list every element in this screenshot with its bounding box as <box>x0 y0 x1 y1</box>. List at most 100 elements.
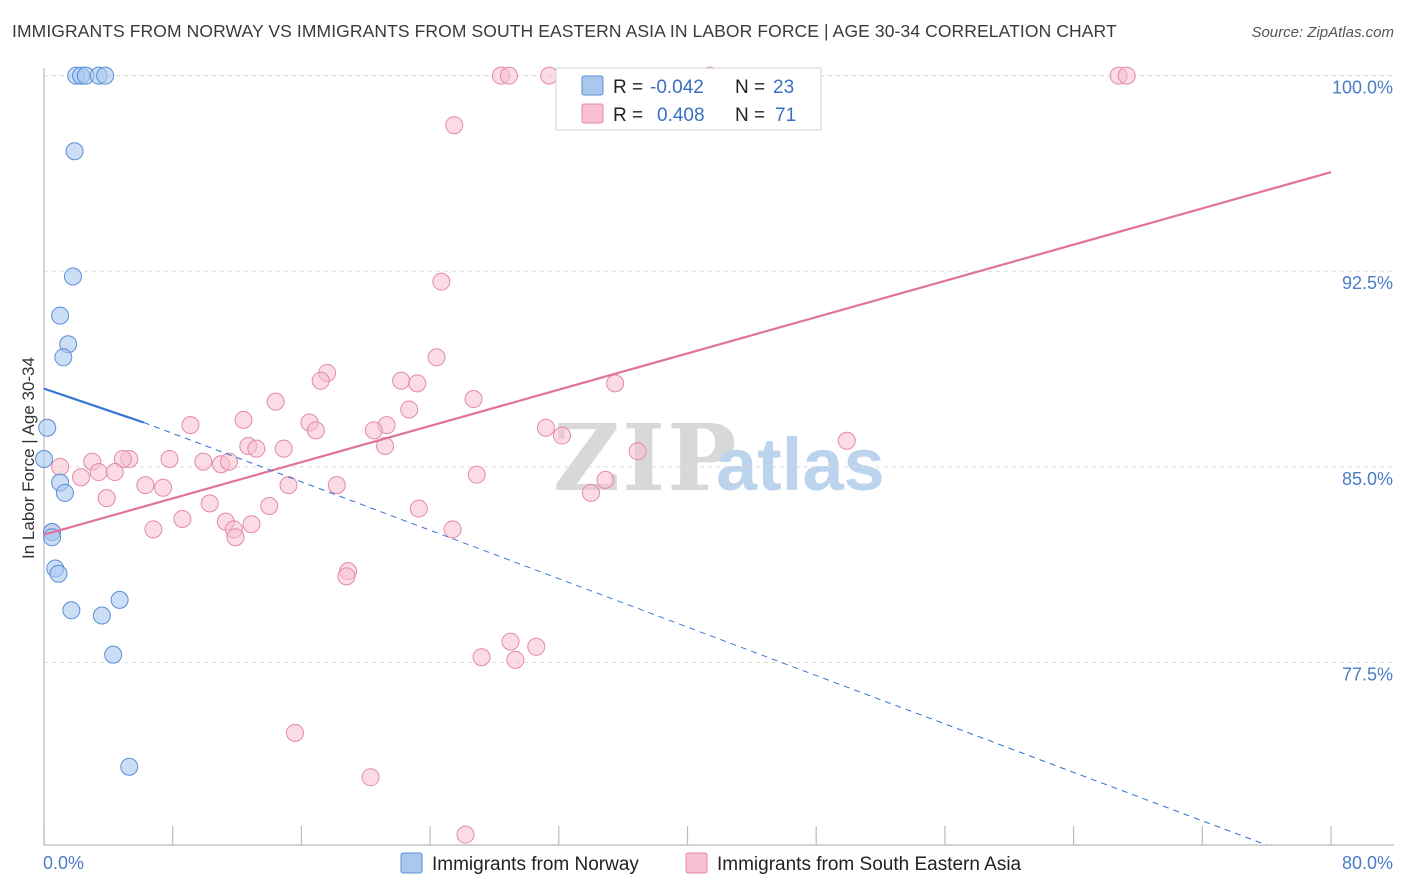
data-point-sea <box>274 439 293 458</box>
y-axis-title: In Labor Force | Age 30-34 <box>19 357 38 559</box>
legend-n-value-norway: 23 <box>773 77 794 98</box>
y-tick-label: 92.5% <box>1342 273 1393 293</box>
stats-legend: R = -0.042 N = 23 R = 0.408 N = 71 <box>555 67 822 131</box>
watermark-atlas: atlas <box>716 423 885 506</box>
data-point-sea <box>105 463 124 482</box>
data-point-sea <box>327 476 346 495</box>
data-point-sea <box>136 476 155 495</box>
legend-n-value-sea: 71 <box>775 105 796 126</box>
data-point-sea <box>540 66 559 85</box>
bottom-legend-label-norway: Immigrants from Norway <box>432 854 639 875</box>
data-point-norway <box>92 606 111 625</box>
data-point-sea <box>260 496 279 515</box>
data-point-sea <box>499 66 518 85</box>
data-point-sea <box>279 476 298 495</box>
series-norway <box>35 66 139 776</box>
watermark-zip: ZIP <box>553 404 738 512</box>
y-tick-label: 77.5% <box>1342 664 1393 684</box>
data-point-sea <box>226 528 245 547</box>
data-point-sea <box>400 400 419 419</box>
data-point-norway <box>110 590 129 609</box>
legend-r-value-norway: -0.042 <box>650 77 704 98</box>
trend-line-norway-solid <box>43 387 145 424</box>
data-point-sea <box>472 648 491 667</box>
data-point-sea <box>242 515 261 534</box>
bottom-legend-label-sea: Immigrants from South Eastern Asia <box>717 854 1022 875</box>
data-point-norway <box>62 601 81 620</box>
data-point-sea <box>467 465 486 484</box>
data-point-sea <box>194 452 213 471</box>
data-point-norway <box>63 267 82 286</box>
data-point-sea <box>527 637 546 656</box>
data-point-sea <box>456 825 475 844</box>
bottom-legend-swatch-sea <box>685 852 708 874</box>
data-point-sea <box>337 567 356 586</box>
data-point-sea <box>220 452 239 471</box>
data-point-sea <box>596 470 615 489</box>
data-point-sea <box>113 450 132 469</box>
x-tick-label-max: 80.0% <box>1342 853 1393 873</box>
data-point-sea <box>72 468 91 487</box>
data-point-sea <box>154 478 173 497</box>
legend-n-label-norway: N = <box>735 77 765 98</box>
grid <box>44 75 1394 663</box>
watermark: ZIP atlas <box>553 404 885 512</box>
data-point-norway <box>104 645 123 664</box>
data-point-sea <box>173 510 192 529</box>
legend-swatch-norway <box>581 75 604 96</box>
data-point-sea <box>144 520 163 539</box>
data-point-sea <box>427 348 446 367</box>
data-point-norway <box>65 142 84 161</box>
data-point-norway <box>35 450 53 469</box>
data-point-sea <box>247 439 266 458</box>
data-point-sea <box>361 768 380 787</box>
data-point-sea <box>553 426 572 445</box>
y-tick-label: 85.0% <box>1342 469 1393 489</box>
data-point-sea <box>306 421 325 440</box>
data-point-sea <box>628 442 647 461</box>
data-point-sea <box>409 499 428 518</box>
legend-r-label-sea: R = <box>613 105 643 126</box>
data-point-norway <box>54 348 73 367</box>
data-point-sea <box>445 116 464 135</box>
data-point-sea <box>536 418 555 437</box>
chart-title: IMMIGRANTS FROM NORWAY VS IMMIGRANTS FRO… <box>12 21 1117 41</box>
x-tick-label-min: 0.0% <box>43 853 84 873</box>
data-point-sea <box>200 494 219 513</box>
data-point-norway <box>96 66 115 85</box>
bottom-legend-swatch-norway <box>400 852 423 874</box>
data-point-norway <box>51 306 70 325</box>
data-point-norway <box>49 564 68 583</box>
data-point-sea <box>443 520 462 539</box>
data-point-sea <box>285 723 304 742</box>
trend-line-sea <box>43 171 1332 536</box>
trend-lines <box>43 171 1332 846</box>
data-point-sea <box>160 450 179 469</box>
legend-r-value-sea: 0.408 <box>657 105 705 126</box>
data-point-sea <box>311 371 330 390</box>
chart-source: Source: ZipAtlas.com <box>1251 24 1394 41</box>
data-point-sea <box>1117 66 1136 85</box>
data-point-sea <box>181 416 200 435</box>
data-point-sea <box>392 371 411 390</box>
data-point-norway <box>120 757 139 776</box>
legend-swatch-sea <box>581 103 604 124</box>
data-point-sea <box>501 632 520 651</box>
data-point-sea <box>364 421 383 440</box>
series-south-eastern-asia <box>43 66 1136 844</box>
data-point-sea <box>234 410 253 429</box>
data-point-sea <box>89 463 108 482</box>
data-point-norway <box>38 418 57 437</box>
data-point-sea <box>266 392 285 411</box>
data-point-sea <box>97 489 116 508</box>
data-point-sea <box>837 431 856 450</box>
data-point-sea <box>51 457 70 476</box>
legend-n-label-sea: N = <box>735 105 765 126</box>
series-legend: Immigrants from Norway Immigrants from S… <box>400 852 1022 875</box>
data-point-sea <box>606 374 625 393</box>
data-point-sea <box>464 390 483 409</box>
data-point-sea <box>408 374 427 393</box>
data-point-sea <box>581 483 600 502</box>
data-point-sea <box>432 272 451 291</box>
